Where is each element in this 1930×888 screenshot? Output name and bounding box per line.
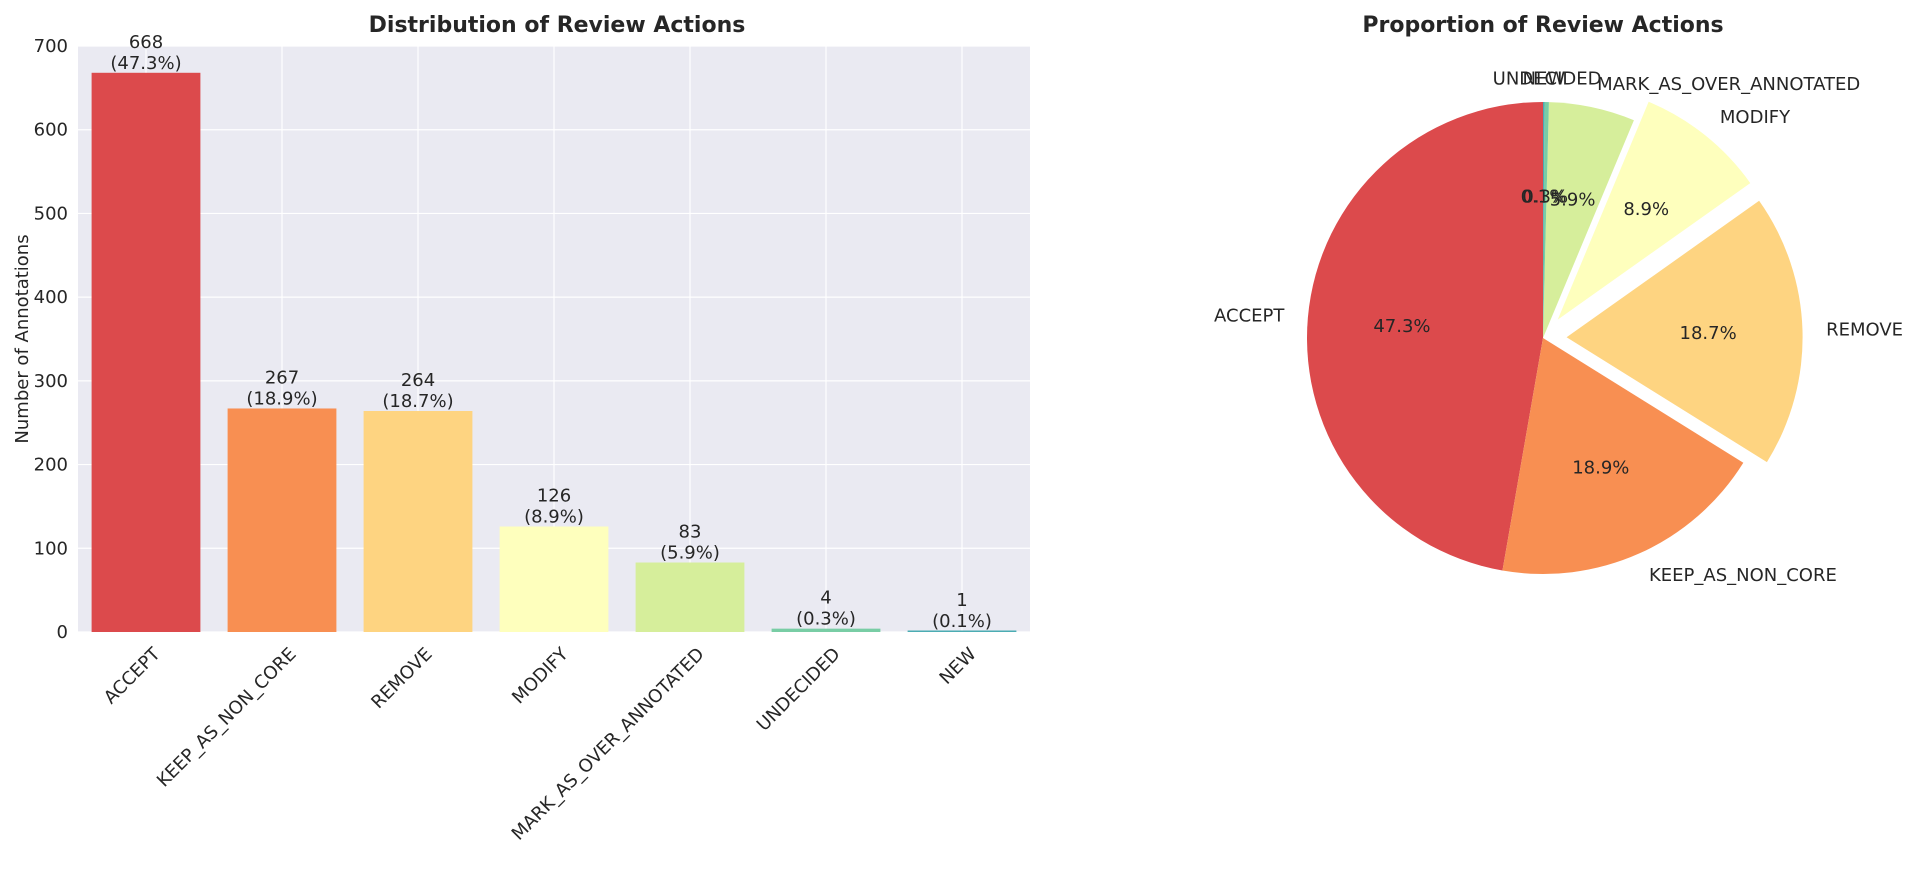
bar-y-tick-label: 600 xyxy=(34,120,68,141)
pie-percent-label: 18.7% xyxy=(1680,323,1737,344)
bar-value-label: 4 xyxy=(820,588,831,609)
bar-chart: 0 100 200 300 400 500 600 700 ACCEPTKEEP_AS_NON_… xyxy=(12,13,1030,845)
bar-percent-label: (18.9%) xyxy=(246,388,317,409)
bar-y-tick-label: 500 xyxy=(34,203,68,224)
pie-category-label: NEW xyxy=(1522,68,1565,89)
pie-percent-label: 47.3% xyxy=(1373,316,1430,337)
bar-value-label: 264 xyxy=(401,370,435,391)
pie-slice-modify xyxy=(1557,101,1751,320)
bar-remove xyxy=(363,410,473,632)
bar-percent-label: (0.1%) xyxy=(932,611,992,632)
bar-x-tick-label: ACCEPT xyxy=(100,643,165,708)
pie-category-label: UNDECIDED xyxy=(1493,68,1602,89)
pie-slice-keep-as-non-core xyxy=(1502,338,1744,575)
bar-y-tick-label: 0 xyxy=(57,622,68,643)
bar-y-tick-label: 100 xyxy=(34,538,68,559)
bar-keep-as-non-core xyxy=(227,408,337,632)
bar-x-tick-label: MODIFY xyxy=(508,643,573,708)
bar-y-tick-label: 200 xyxy=(34,455,68,476)
pie-percent-label: 18.9% xyxy=(1572,457,1629,478)
pie-category-label: MODIFY xyxy=(1720,107,1791,128)
bar-y-axis-label: Number of Annotations xyxy=(12,234,33,443)
bar-series xyxy=(91,72,1017,632)
bar-value-label: 126 xyxy=(537,486,571,507)
bar-percent-label: (8.9%) xyxy=(524,507,584,528)
pie-slice-remove xyxy=(1566,200,1803,463)
pie-percent-label: 8.9% xyxy=(1623,199,1669,220)
bar-percent-label: (18.7%) xyxy=(382,391,453,412)
pie-percent-label: 5.9% xyxy=(1550,190,1596,211)
bar-x-tick-label: NEW xyxy=(936,644,981,689)
pie-labels: ACCEPT 47.3% KEEP_AS_NON_CORE 18.9% REMOVE 18… xyxy=(1214,68,1903,586)
bar-x-tick-label: REMOVE xyxy=(367,644,436,713)
bar-x-tick-label: KEEP_AS_NON_CORE xyxy=(153,644,301,792)
bar-percent-label: (47.3%) xyxy=(110,53,181,74)
bar-data-labels: 668(47.3%) 267(18.9%) 264(18.7%) 126(8.9%) 8… xyxy=(110,32,992,632)
pie-percent-label: 0.3% xyxy=(1522,186,1568,207)
bar-value-label: 267 xyxy=(265,367,299,388)
bar-y-tick-label: 300 xyxy=(34,371,68,392)
pie-slice-undecided xyxy=(1543,102,1549,339)
pie-category-label: KEEP_AS_NON_CORE xyxy=(1649,565,1837,586)
bar-value-label: 668 xyxy=(129,32,163,53)
pie-slice-accept xyxy=(1307,102,1543,571)
bar-x-tick-label: UNDECIDED xyxy=(753,644,845,736)
bar-undecided xyxy=(771,628,881,632)
bar-value-label: 83 xyxy=(679,522,702,543)
bar-percent-label: (0.3%) xyxy=(796,609,856,630)
pie-category-label: MARK_AS_OVER_ANNOTATED xyxy=(1597,74,1860,95)
pie-category-label: ACCEPT xyxy=(1214,306,1285,327)
bar-new xyxy=(907,630,1017,632)
pie-percent-label: 0.1% xyxy=(1521,186,1567,207)
bar-mark-as-over-annotated xyxy=(635,562,745,632)
bar-accept xyxy=(91,72,201,632)
pie-category-label: REMOVE xyxy=(1826,320,1903,341)
pie-slices xyxy=(1307,101,1803,575)
pie-chart-title: Proportion of Review Actions xyxy=(1362,13,1723,38)
pie-slice-mark-as-over-annotated xyxy=(1543,102,1634,339)
bar-y-tick-label: 700 xyxy=(34,36,68,57)
pie-slice-new xyxy=(1543,102,1545,338)
bar-chart-title: Distribution of Review Actions xyxy=(369,13,746,38)
pie-chart: Proportion of Review Actions ACCEPT 47.3%… xyxy=(1214,13,1903,586)
bar-y-tick-label: 400 xyxy=(34,287,68,308)
bar-percent-label: (5.9%) xyxy=(660,543,720,564)
bar-modify xyxy=(499,526,609,632)
bar-value-label: 1 xyxy=(956,590,967,611)
